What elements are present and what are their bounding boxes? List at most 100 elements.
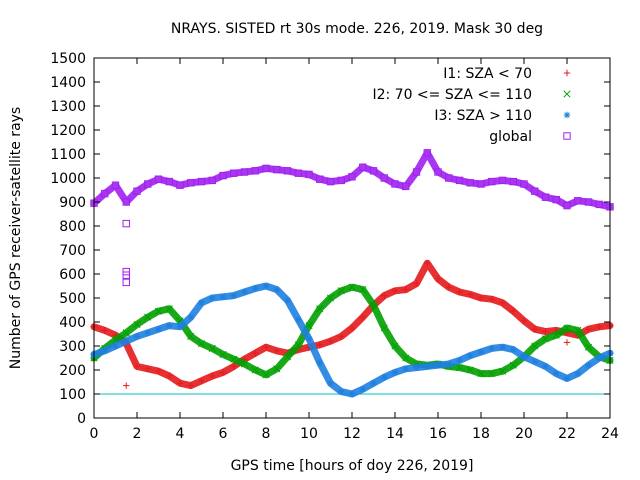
data-point bbox=[240, 168, 249, 176]
data-point bbox=[455, 364, 464, 372]
x-tick-label: 12 bbox=[343, 426, 361, 442]
legend-label: global bbox=[489, 129, 532, 145]
data-point bbox=[294, 169, 302, 177]
y-tick-label: 1500 bbox=[50, 51, 86, 67]
data-point bbox=[197, 177, 206, 186]
data-point bbox=[198, 299, 205, 306]
data-point bbox=[273, 165, 281, 174]
data-point bbox=[252, 285, 259, 292]
data-point bbox=[563, 375, 571, 382]
y-tick-label: 1300 bbox=[50, 99, 86, 115]
data-point bbox=[391, 342, 399, 350]
data-point bbox=[531, 358, 538, 365]
data-point bbox=[230, 363, 237, 370]
data-point bbox=[155, 368, 162, 375]
data-point bbox=[553, 370, 560, 377]
data-point bbox=[563, 201, 571, 210]
data-point bbox=[466, 366, 474, 374]
y-tick-label: 200 bbox=[59, 363, 86, 379]
data-point bbox=[380, 324, 388, 332]
data-point bbox=[144, 313, 152, 321]
x-axis: 0 2 4 6 8 10 12 14 16 18 20 22 24 bbox=[90, 58, 619, 442]
data-point bbox=[499, 344, 506, 351]
data-point bbox=[219, 369, 227, 376]
y-tick-label: 800 bbox=[59, 219, 86, 235]
data-point bbox=[445, 174, 453, 182]
data-point bbox=[542, 363, 549, 370]
data-point bbox=[326, 177, 335, 186]
data-point bbox=[477, 348, 485, 356]
x-tick-label: 6 bbox=[219, 426, 228, 442]
y-tick-label: 0 bbox=[77, 411, 86, 427]
data-point bbox=[381, 374, 388, 381]
data-point bbox=[209, 294, 216, 302]
data-point bbox=[176, 181, 184, 189]
data-point bbox=[144, 180, 152, 188]
data-point bbox=[122, 271, 130, 279]
data-point bbox=[488, 296, 495, 303]
y-tick-label: 500 bbox=[59, 291, 86, 307]
data-point bbox=[413, 364, 420, 371]
data-point bbox=[101, 347, 108, 354]
data-point bbox=[295, 316, 302, 323]
data-point bbox=[424, 363, 431, 370]
data-point bbox=[467, 352, 474, 359]
legend-marker bbox=[563, 111, 571, 119]
data-point bbox=[402, 365, 409, 372]
data-point bbox=[273, 286, 280, 293]
data-point bbox=[305, 335, 313, 342]
data-point bbox=[327, 380, 334, 387]
data-point bbox=[154, 175, 163, 183]
data-point bbox=[112, 342, 119, 350]
x-tick-label: 18 bbox=[472, 426, 490, 442]
data-point bbox=[187, 332, 195, 340]
data-point bbox=[241, 288, 248, 296]
data-point bbox=[165, 177, 173, 186]
data-point bbox=[563, 339, 571, 346]
data-point bbox=[574, 370, 581, 377]
data-point bbox=[337, 176, 345, 185]
data-point bbox=[477, 180, 485, 188]
x-tick-label: 24 bbox=[601, 426, 619, 442]
data-point bbox=[209, 372, 216, 380]
data-point bbox=[338, 388, 345, 395]
data-point bbox=[154, 307, 163, 315]
legend-label: I1: SZA < 70 bbox=[443, 66, 532, 82]
series-band-global bbox=[90, 149, 614, 211]
y-tick-label: 400 bbox=[59, 315, 86, 331]
data-point bbox=[230, 169, 238, 177]
data-point bbox=[230, 292, 237, 299]
data-point bbox=[596, 323, 603, 330]
y-tick-label: 100 bbox=[59, 387, 86, 403]
data-point bbox=[251, 167, 259, 175]
data-point bbox=[273, 365, 281, 373]
data-point bbox=[122, 219, 130, 228]
data-point bbox=[166, 372, 173, 380]
data-point bbox=[541, 193, 550, 201]
data-point bbox=[477, 294, 485, 302]
data-point bbox=[294, 341, 302, 349]
data-point bbox=[122, 278, 130, 287]
legend-marker bbox=[563, 132, 571, 140]
data-point bbox=[251, 366, 259, 374]
data-point bbox=[488, 345, 495, 352]
data-point bbox=[520, 180, 528, 188]
series-i3-sza-110 bbox=[90, 282, 614, 398]
x-tick-label: 0 bbox=[90, 426, 99, 442]
data-point bbox=[509, 361, 517, 369]
data-point bbox=[369, 301, 378, 309]
y-tick-label: 300 bbox=[59, 339, 86, 355]
data-point bbox=[456, 357, 463, 364]
data-point bbox=[219, 171, 227, 180]
x-axis-label: GPS time [hours of doy 226, 2019] bbox=[231, 458, 474, 474]
data-point bbox=[316, 359, 323, 366]
data-point bbox=[488, 370, 496, 378]
data-point bbox=[111, 181, 120, 189]
data-point bbox=[509, 177, 517, 186]
data-point bbox=[101, 327, 108, 334]
data-point bbox=[402, 182, 410, 191]
series-global-outliers bbox=[122, 219, 130, 287]
data-point bbox=[585, 326, 592, 333]
data-point bbox=[542, 328, 549, 335]
